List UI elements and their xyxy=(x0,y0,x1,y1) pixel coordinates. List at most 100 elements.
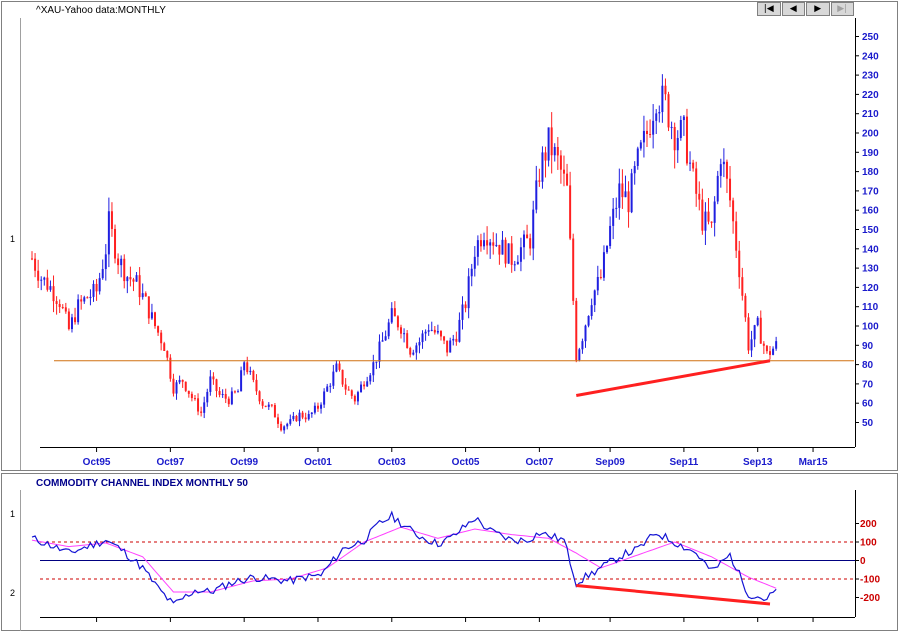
price-candle-body xyxy=(479,240,482,247)
lower-y-tick-label: -200 xyxy=(860,593,880,604)
price-candle-body xyxy=(273,405,276,418)
lower-left-label-bottom: 2 xyxy=(10,588,15,598)
price-candle-body xyxy=(661,85,664,113)
price-candle-body xyxy=(642,130,645,143)
price-candle-body xyxy=(489,242,492,246)
price-candle-body xyxy=(458,319,461,342)
price-candle-body xyxy=(446,340,449,353)
price-candle-body xyxy=(636,148,639,166)
price-candle-body xyxy=(575,300,578,361)
last-page-button[interactable]: ▶| xyxy=(830,2,854,16)
upper-y-tick-label: 90 xyxy=(862,341,874,352)
upper-y-tick-label: 60 xyxy=(862,399,874,410)
price-candle-body xyxy=(436,331,439,333)
price-candle-body xyxy=(498,244,501,255)
price-candle-body xyxy=(639,142,642,149)
price-candle-body xyxy=(169,357,172,379)
price-candle-body xyxy=(529,238,532,249)
price-candle-body xyxy=(147,296,150,319)
price-candle-body xyxy=(710,221,713,223)
price-candle-body xyxy=(212,376,215,380)
price-candle-body xyxy=(738,250,741,278)
price-candle-body xyxy=(70,317,73,330)
price-candle-body xyxy=(461,304,464,320)
next-page-button[interactable]: ▶ xyxy=(806,2,830,16)
price-candle-body xyxy=(762,343,765,346)
upper-y-tick-label: 160 xyxy=(862,206,879,217)
price-candle-body xyxy=(258,391,261,402)
price-candle-body xyxy=(599,276,602,278)
price-candle-body xyxy=(673,126,676,151)
price-candle-body xyxy=(618,183,621,208)
price-candle-body xyxy=(200,411,203,413)
price-candle-body xyxy=(772,348,775,355)
upper-x-tick-label: Sep11 xyxy=(669,457,698,468)
price-candle-body xyxy=(621,183,624,198)
price-candle-body xyxy=(649,133,652,135)
price-candle-body xyxy=(304,417,307,420)
price-candle-body xyxy=(58,304,61,308)
upper-y-tick-label: 100 xyxy=(862,322,879,333)
price-candle-body xyxy=(289,419,292,424)
price-candle-body xyxy=(332,371,335,386)
first-page-button[interactable]: |◀ xyxy=(757,2,781,16)
upper-y-tick-label: 220 xyxy=(862,90,879,101)
price-candle-body xyxy=(593,290,596,306)
price-candle-body xyxy=(157,326,160,333)
upper-y-axis: 250 240 230 220 210 200 190 180 170 160 150 140 130 1… xyxy=(855,32,879,429)
price-candle-body xyxy=(197,398,200,412)
price-candle-body xyxy=(313,405,316,413)
price-candle-body xyxy=(415,345,418,353)
price-candle-body xyxy=(310,412,313,415)
price-candle-body xyxy=(624,191,627,198)
price-candle-body xyxy=(292,415,295,420)
price-candle-body xyxy=(584,325,587,342)
price-candle-body xyxy=(160,332,163,344)
price-candle-body xyxy=(110,211,113,229)
price-candle-body xyxy=(360,384,363,393)
price-candle-body xyxy=(562,169,565,174)
price-candle-body xyxy=(559,155,562,170)
price-candle-body xyxy=(759,317,762,344)
price-candle-body xyxy=(350,390,353,396)
price-candle-body xyxy=(141,293,144,298)
price-candle-body xyxy=(569,185,572,239)
price-candle-body xyxy=(43,277,46,280)
cci-lines xyxy=(31,510,777,604)
price-trendline xyxy=(576,359,771,397)
cci-reference-lines xyxy=(40,541,855,580)
price-candle-body xyxy=(689,162,692,164)
price-candle-body xyxy=(203,402,206,413)
price-candle-body xyxy=(390,308,393,323)
price-candle-body xyxy=(326,386,329,392)
price-candle-body xyxy=(341,369,344,385)
price-candle-body xyxy=(676,137,679,151)
price-candle-body xyxy=(744,295,747,318)
price-candle-body xyxy=(507,243,510,264)
price-candle-body xyxy=(372,362,375,376)
price-candle-body xyxy=(215,379,218,392)
price-candle-body xyxy=(504,239,507,264)
price-candle-body xyxy=(679,120,682,138)
price-candle-body xyxy=(443,336,446,341)
upper-y-tick-label: 170 xyxy=(862,186,879,197)
price-candle-body xyxy=(264,405,267,407)
price-candle-body xyxy=(667,94,670,128)
price-candle-body xyxy=(166,350,169,358)
price-candle-body xyxy=(550,127,553,156)
price-candle-body xyxy=(135,275,138,282)
price-candle-body xyxy=(344,384,347,390)
price-candle-body xyxy=(526,234,529,239)
price-candle-body xyxy=(716,175,719,202)
price-candle-body xyxy=(655,113,658,121)
price-candle-body xyxy=(154,312,156,327)
price-candle-body xyxy=(246,362,249,373)
price-candle-body xyxy=(403,333,406,335)
price-candle-body xyxy=(77,299,80,323)
previous-page-button[interactable]: ◀ xyxy=(781,2,805,16)
price-candle-body xyxy=(261,401,264,406)
price-candle-body xyxy=(193,398,196,400)
upper-x-tick-label: Oct01 xyxy=(304,457,332,468)
price-candle-body xyxy=(243,362,246,371)
